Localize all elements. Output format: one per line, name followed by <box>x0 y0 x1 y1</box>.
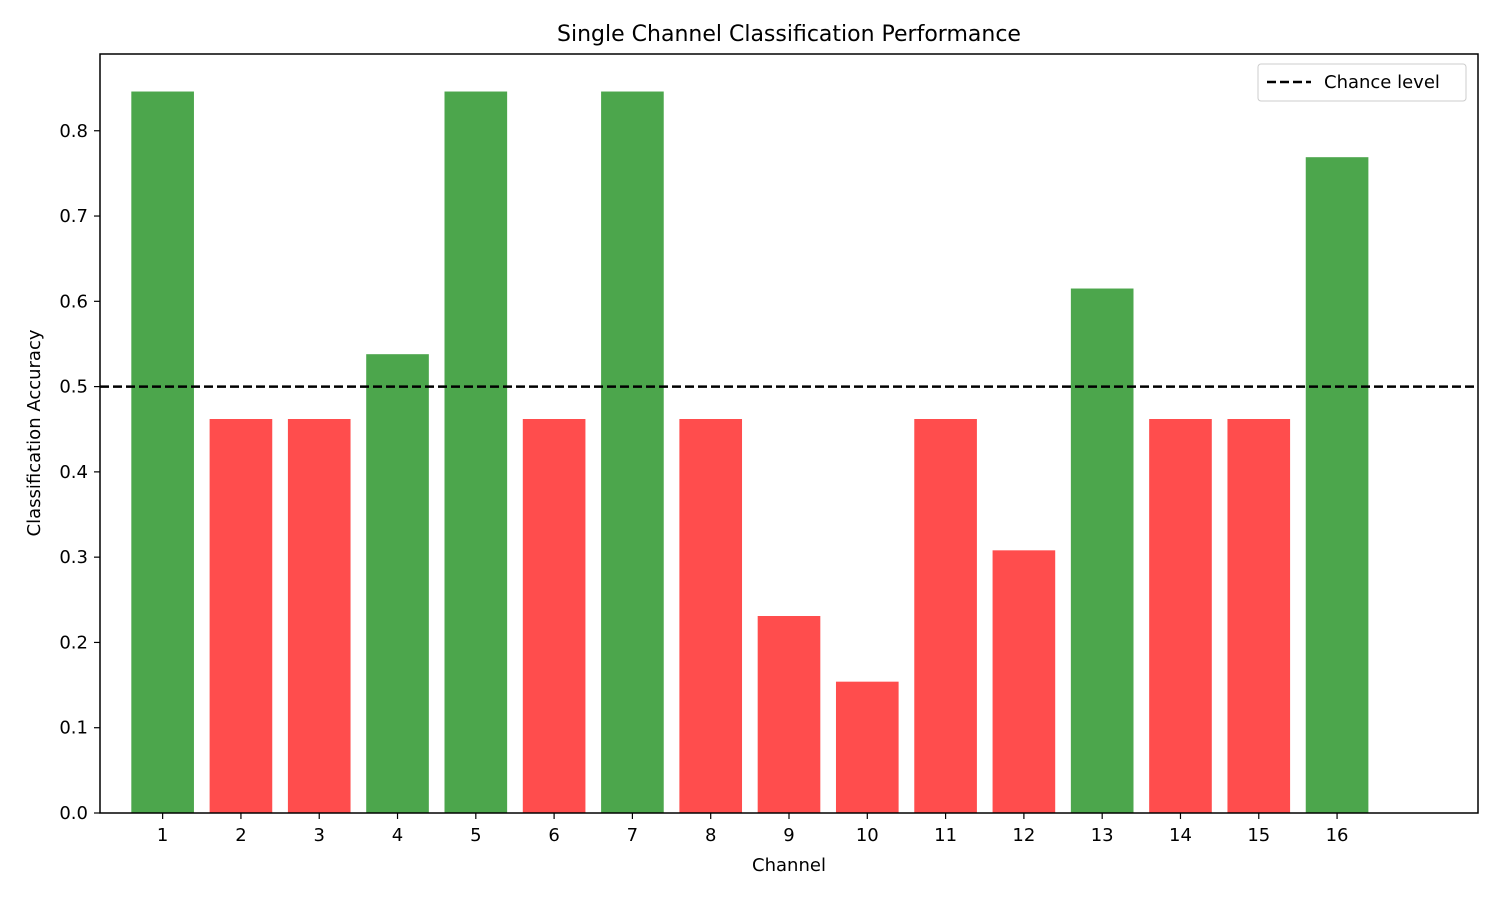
legend-box <box>1257 63 1467 102</box>
plot-frame <box>99 53 1479 814</box>
x-tick-label: 3 <box>314 825 325 846</box>
y-tick-label: 0.5 <box>59 377 88 398</box>
legend: Chance level <box>1257 63 1467 102</box>
x-tick-label: 12 <box>1012 825 1035 846</box>
y-axis: 0.0 0.1 0.2 0.3 0.4 0.5 0.6 0.7 0.8 <box>59 121 100 824</box>
y-tick-label: 0.8 <box>59 121 88 142</box>
x-tick-label: 13 <box>1091 825 1114 846</box>
bar-channel-13 <box>1070 288 1134 813</box>
bar-channel-9 <box>757 616 821 813</box>
x-tick-label: 8 <box>705 825 716 846</box>
bar-channel-5 <box>444 91 508 813</box>
bar-channel-12 <box>992 550 1056 813</box>
y-tick-label: 0.4 <box>59 462 88 483</box>
y-tick-label: 0.2 <box>59 632 88 653</box>
x-axis-label: Channel <box>752 855 826 876</box>
x-tick-label: 1 <box>157 825 168 846</box>
bar-channel-14 <box>1149 419 1212 813</box>
x-tick-label: 15 <box>1247 825 1270 846</box>
bar-channel-11 <box>914 419 977 813</box>
bar-channel-10 <box>835 681 899 813</box>
y-tick-label: 0.0 <box>59 803 88 824</box>
x-tick-label: 11 <box>934 825 957 846</box>
y-tick-label: 0.1 <box>59 718 88 739</box>
x-tick-label: 7 <box>627 825 638 846</box>
bar-channel-15 <box>1227 419 1291 813</box>
x-tick-label: 5 <box>470 825 481 846</box>
bar-channel-4 <box>366 354 429 813</box>
x-tick-label: 14 <box>1169 825 1192 846</box>
bar-channel-8 <box>679 419 743 813</box>
bar-channel-3 <box>287 419 351 813</box>
x-axis: 1 2 3 4 5 6 7 8 9 10 11 12 13 14 15 16 <box>157 813 1349 846</box>
chart-title: Single Channel Classification Performanc… <box>557 22 1021 47</box>
bar-series <box>131 91 1369 813</box>
bar-channel-6 <box>522 419 586 813</box>
bar-channel-7 <box>601 91 664 813</box>
x-tick-label: 4 <box>392 825 403 846</box>
y-tick-label: 0.3 <box>59 547 88 568</box>
bar-channel-1 <box>131 91 194 813</box>
x-tick-label: 2 <box>235 825 246 846</box>
y-axis-label: Classification Accuracy <box>24 329 45 536</box>
x-tick-label: 6 <box>548 825 559 846</box>
x-tick-label: 16 <box>1326 825 1349 846</box>
x-tick-label: 10 <box>856 825 879 846</box>
bar-channel-16 <box>1305 157 1369 813</box>
x-tick-label: 9 <box>783 825 794 846</box>
y-tick-label: 0.7 <box>59 206 88 227</box>
bar-channel-2 <box>209 419 273 813</box>
legend-chance-label: Chance level <box>1324 72 1440 93</box>
y-tick-label: 0.6 <box>59 291 88 312</box>
